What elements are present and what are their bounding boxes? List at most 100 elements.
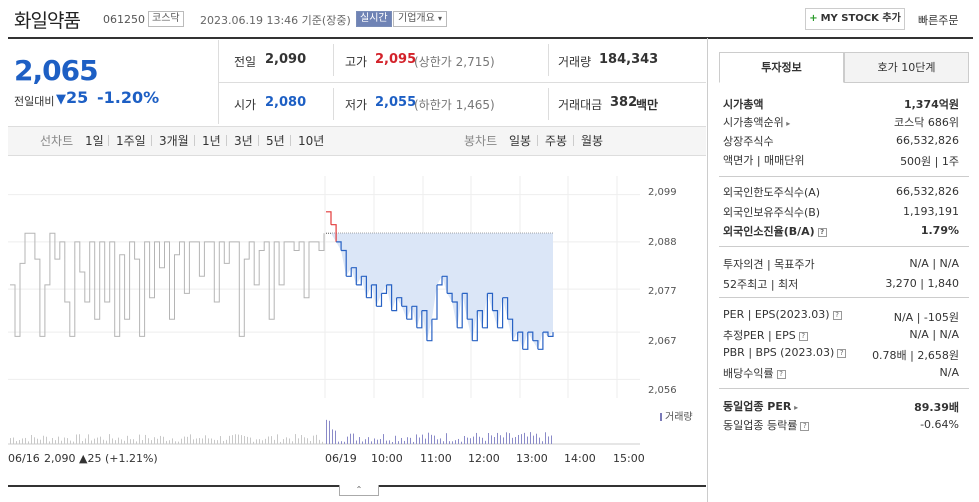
sector-per-label[interactable]: 동일업종 PER ▸ bbox=[723, 398, 798, 414]
volume-bar bbox=[217, 440, 218, 444]
today-price-segment bbox=[517, 331, 524, 350]
help-icon[interactable]: ? bbox=[798, 331, 808, 341]
chevron-right-icon: ▸ bbox=[791, 403, 799, 412]
volume-legend-swatch bbox=[660, 413, 662, 421]
volume-bar bbox=[527, 436, 528, 444]
volume-bar bbox=[112, 438, 113, 444]
volume-bar bbox=[344, 441, 345, 444]
tab-1day[interactable]: 1일 bbox=[85, 134, 104, 148]
volume-bar bbox=[329, 420, 330, 444]
sector-change-text: 동일업종 등락률 bbox=[723, 419, 798, 432]
volume-bar bbox=[506, 432, 507, 444]
market-badge: 코스닥 bbox=[148, 11, 184, 27]
tab-3year[interactable]: 3년 bbox=[234, 134, 253, 148]
help-icon[interactable]: ? bbox=[817, 227, 827, 237]
price-line-chart[interactable] bbox=[8, 176, 640, 398]
volume-bar bbox=[368, 437, 369, 444]
tab-1year[interactable]: 1년 bbox=[202, 134, 221, 148]
volume-bar bbox=[497, 432, 498, 444]
volume-bar bbox=[70, 440, 71, 444]
volume-bar bbox=[356, 440, 357, 444]
volume-bar bbox=[422, 434, 423, 444]
volume-bar bbox=[91, 440, 92, 444]
tab-10year[interactable]: 10년 bbox=[298, 134, 325, 148]
y-tick-label: 2,056 bbox=[648, 385, 677, 396]
volume-bar bbox=[121, 439, 122, 444]
today-price-segment bbox=[336, 241, 342, 251]
sector-per-text: 동일업종 PER bbox=[723, 400, 792, 413]
high-label: 고가 bbox=[345, 55, 368, 69]
volume-bar bbox=[398, 441, 399, 444]
today-price-segment bbox=[391, 297, 398, 312]
volume-bar bbox=[184, 436, 185, 444]
today-price-segment bbox=[522, 332, 529, 350]
my-stock-add-label: MY STOCK 추가 bbox=[820, 13, 901, 24]
pbr-bps-text: PBR | BPS (2023.03) bbox=[723, 346, 835, 359]
volume-bar bbox=[82, 441, 83, 444]
volume-bar bbox=[452, 441, 453, 444]
volume-bar bbox=[160, 435, 161, 444]
today-price-segment bbox=[426, 319, 433, 342]
dividend-label: 배당수익률? bbox=[723, 365, 786, 381]
today-price-segment bbox=[462, 292, 468, 320]
tab-3month[interactable]: 3개월 bbox=[159, 134, 189, 148]
today-price-segment bbox=[401, 305, 408, 320]
market-cap-rank-text: 시가총액순위 bbox=[723, 116, 784, 129]
help-icon[interactable]: ? bbox=[776, 369, 786, 379]
upper-limit: (상한가 2,715) bbox=[414, 55, 495, 69]
tab-invest-info[interactable]: 투자정보 bbox=[719, 52, 844, 83]
company-overview-button[interactable]: 기업개요 ▾ bbox=[393, 11, 448, 27]
volume-bar bbox=[136, 441, 137, 444]
today-price-segment bbox=[477, 310, 483, 328]
volume-bar bbox=[241, 435, 242, 444]
x-tick-label: 14:00 bbox=[564, 452, 596, 465]
volume-bar bbox=[434, 435, 435, 444]
volume-bar bbox=[166, 440, 167, 444]
volume-bar bbox=[326, 419, 327, 444]
open-value: 2,080 bbox=[265, 95, 307, 110]
volume-bar bbox=[350, 433, 351, 444]
volume-bar bbox=[145, 434, 146, 444]
tab-daily-candle[interactable]: 일봉 bbox=[509, 134, 532, 148]
volume-bar bbox=[392, 441, 393, 444]
volume-bar bbox=[103, 439, 104, 444]
volume-bar bbox=[118, 437, 119, 444]
volume-bar bbox=[395, 435, 396, 444]
tab-monthly-candle[interactable]: 월봉 bbox=[581, 134, 604, 148]
tab-1week[interactable]: 1주일 bbox=[116, 134, 146, 148]
volume-bar bbox=[455, 440, 456, 444]
candle-chart-label: 봉차트 bbox=[464, 134, 498, 148]
tab-weekly-candle[interactable]: 주봉 bbox=[545, 134, 568, 148]
quick-order-link[interactable]: 빠른주문 bbox=[918, 14, 959, 27]
volume-bar bbox=[148, 438, 149, 444]
volume-label: 거래량 bbox=[558, 55, 592, 69]
volume-bar bbox=[175, 441, 176, 444]
volume-bar bbox=[43, 435, 44, 444]
stock-name: 화일약품 bbox=[14, 10, 81, 32]
foreign-ratio-value: 1.79% bbox=[920, 224, 959, 237]
opinion-label: 투자의견 | 목표주가 bbox=[723, 258, 815, 271]
today-price-segment bbox=[361, 275, 367, 298]
volume-bar bbox=[211, 438, 212, 444]
help-icon[interactable]: ? bbox=[837, 348, 847, 358]
volume-bar bbox=[301, 435, 302, 444]
volume-bar bbox=[85, 438, 86, 444]
help-icon[interactable]: ? bbox=[800, 421, 810, 431]
volume-bar bbox=[289, 438, 290, 444]
realtime-button[interactable]: 실시간 bbox=[356, 11, 392, 27]
volume-bar bbox=[208, 438, 209, 444]
volume-bar bbox=[539, 437, 540, 444]
triangle-down-icon: ▼ bbox=[56, 92, 66, 107]
help-icon[interactable]: ? bbox=[832, 310, 842, 320]
today-price-segment bbox=[386, 284, 393, 311]
chart-collapse-toggle[interactable]: ⌃ bbox=[339, 485, 379, 496]
tab-orderbook-10[interactable]: 호가 10단계 bbox=[844, 52, 969, 83]
volume-chart bbox=[8, 419, 640, 445]
volume-bar bbox=[232, 435, 233, 444]
today-price-segment bbox=[346, 267, 352, 277]
my-stock-add-button[interactable]: + MY STOCK 추가 bbox=[805, 8, 905, 30]
volume-bar bbox=[67, 438, 68, 444]
tab-5year[interactable]: 5년 bbox=[266, 134, 285, 148]
volume-bar bbox=[202, 438, 203, 444]
market-cap-rank-label[interactable]: 시가총액순위 ▸ bbox=[723, 114, 790, 130]
